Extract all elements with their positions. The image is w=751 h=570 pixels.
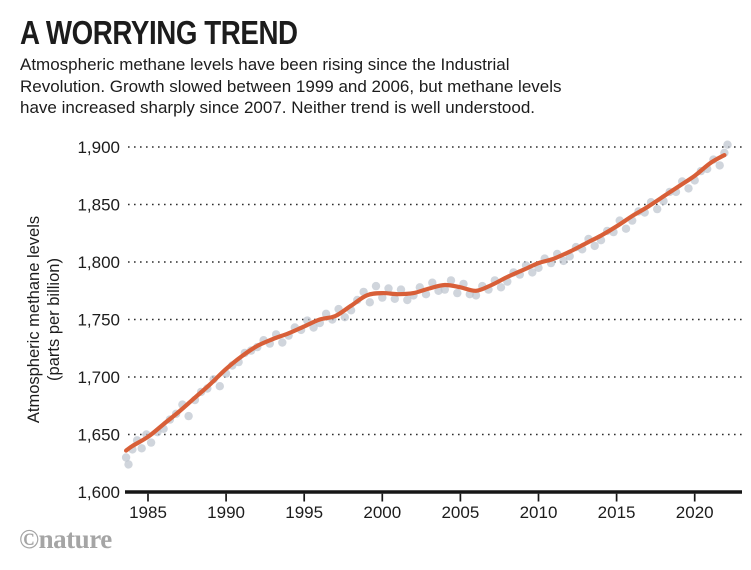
- y-axis-title: Atmospheric methane levels (parts per bil…: [25, 216, 63, 423]
- svg-text:Atmospheric methane levels: Atmospheric methane levels: [25, 216, 43, 423]
- svg-text:2020: 2020: [676, 503, 714, 522]
- chart-subtitle-line: Revolution. Growth slowed between 1999 a…: [20, 76, 562, 96]
- svg-text:1,600: 1,600: [77, 483, 120, 502]
- trend-line: [124, 153, 727, 453]
- chart-subtitle-line: have increased sharply since 2007. Neith…: [20, 98, 536, 117]
- nature-logo: ©nature: [19, 524, 112, 554]
- svg-text:1,900: 1,900: [77, 138, 120, 157]
- svg-text:1,850: 1,850: [77, 196, 120, 215]
- observation-points: [121, 140, 732, 469]
- svg-text:1995: 1995: [285, 503, 323, 522]
- svg-text:1,800: 1,800: [77, 253, 120, 272]
- chart-subtitle: Atmospheric methane levels have been ris…: [20, 54, 562, 119]
- svg-text:1,650: 1,650: [77, 426, 120, 445]
- svg-text:1990: 1990: [207, 503, 245, 522]
- svg-text:1,700: 1,700: [77, 368, 120, 387]
- chart-subtitle-line: Atmospheric methane levels have been ris…: [20, 55, 510, 74]
- svg-text:2005: 2005: [441, 503, 479, 522]
- x-axis-ticks: [147, 493, 696, 502]
- gridlines: [128, 146, 742, 436]
- y-axis-labels: 1,600 1,650 1,700 1,750 1,800 1,850 1,900: [77, 138, 120, 502]
- svg-text:2000: 2000: [363, 503, 401, 522]
- svg-text:2015: 2015: [598, 503, 636, 522]
- svg-text:1,750: 1,750: [77, 311, 120, 330]
- x-axis-labels: 1985 1990 1995 2000 2005 2010 2015 2020: [129, 503, 714, 522]
- svg-text:(parts per billion): (parts per billion): [45, 258, 63, 381]
- chart-title: A WORRYING TREND: [20, 14, 298, 51]
- svg-text:1985: 1985: [129, 503, 167, 522]
- svg-text:2010: 2010: [520, 503, 558, 522]
